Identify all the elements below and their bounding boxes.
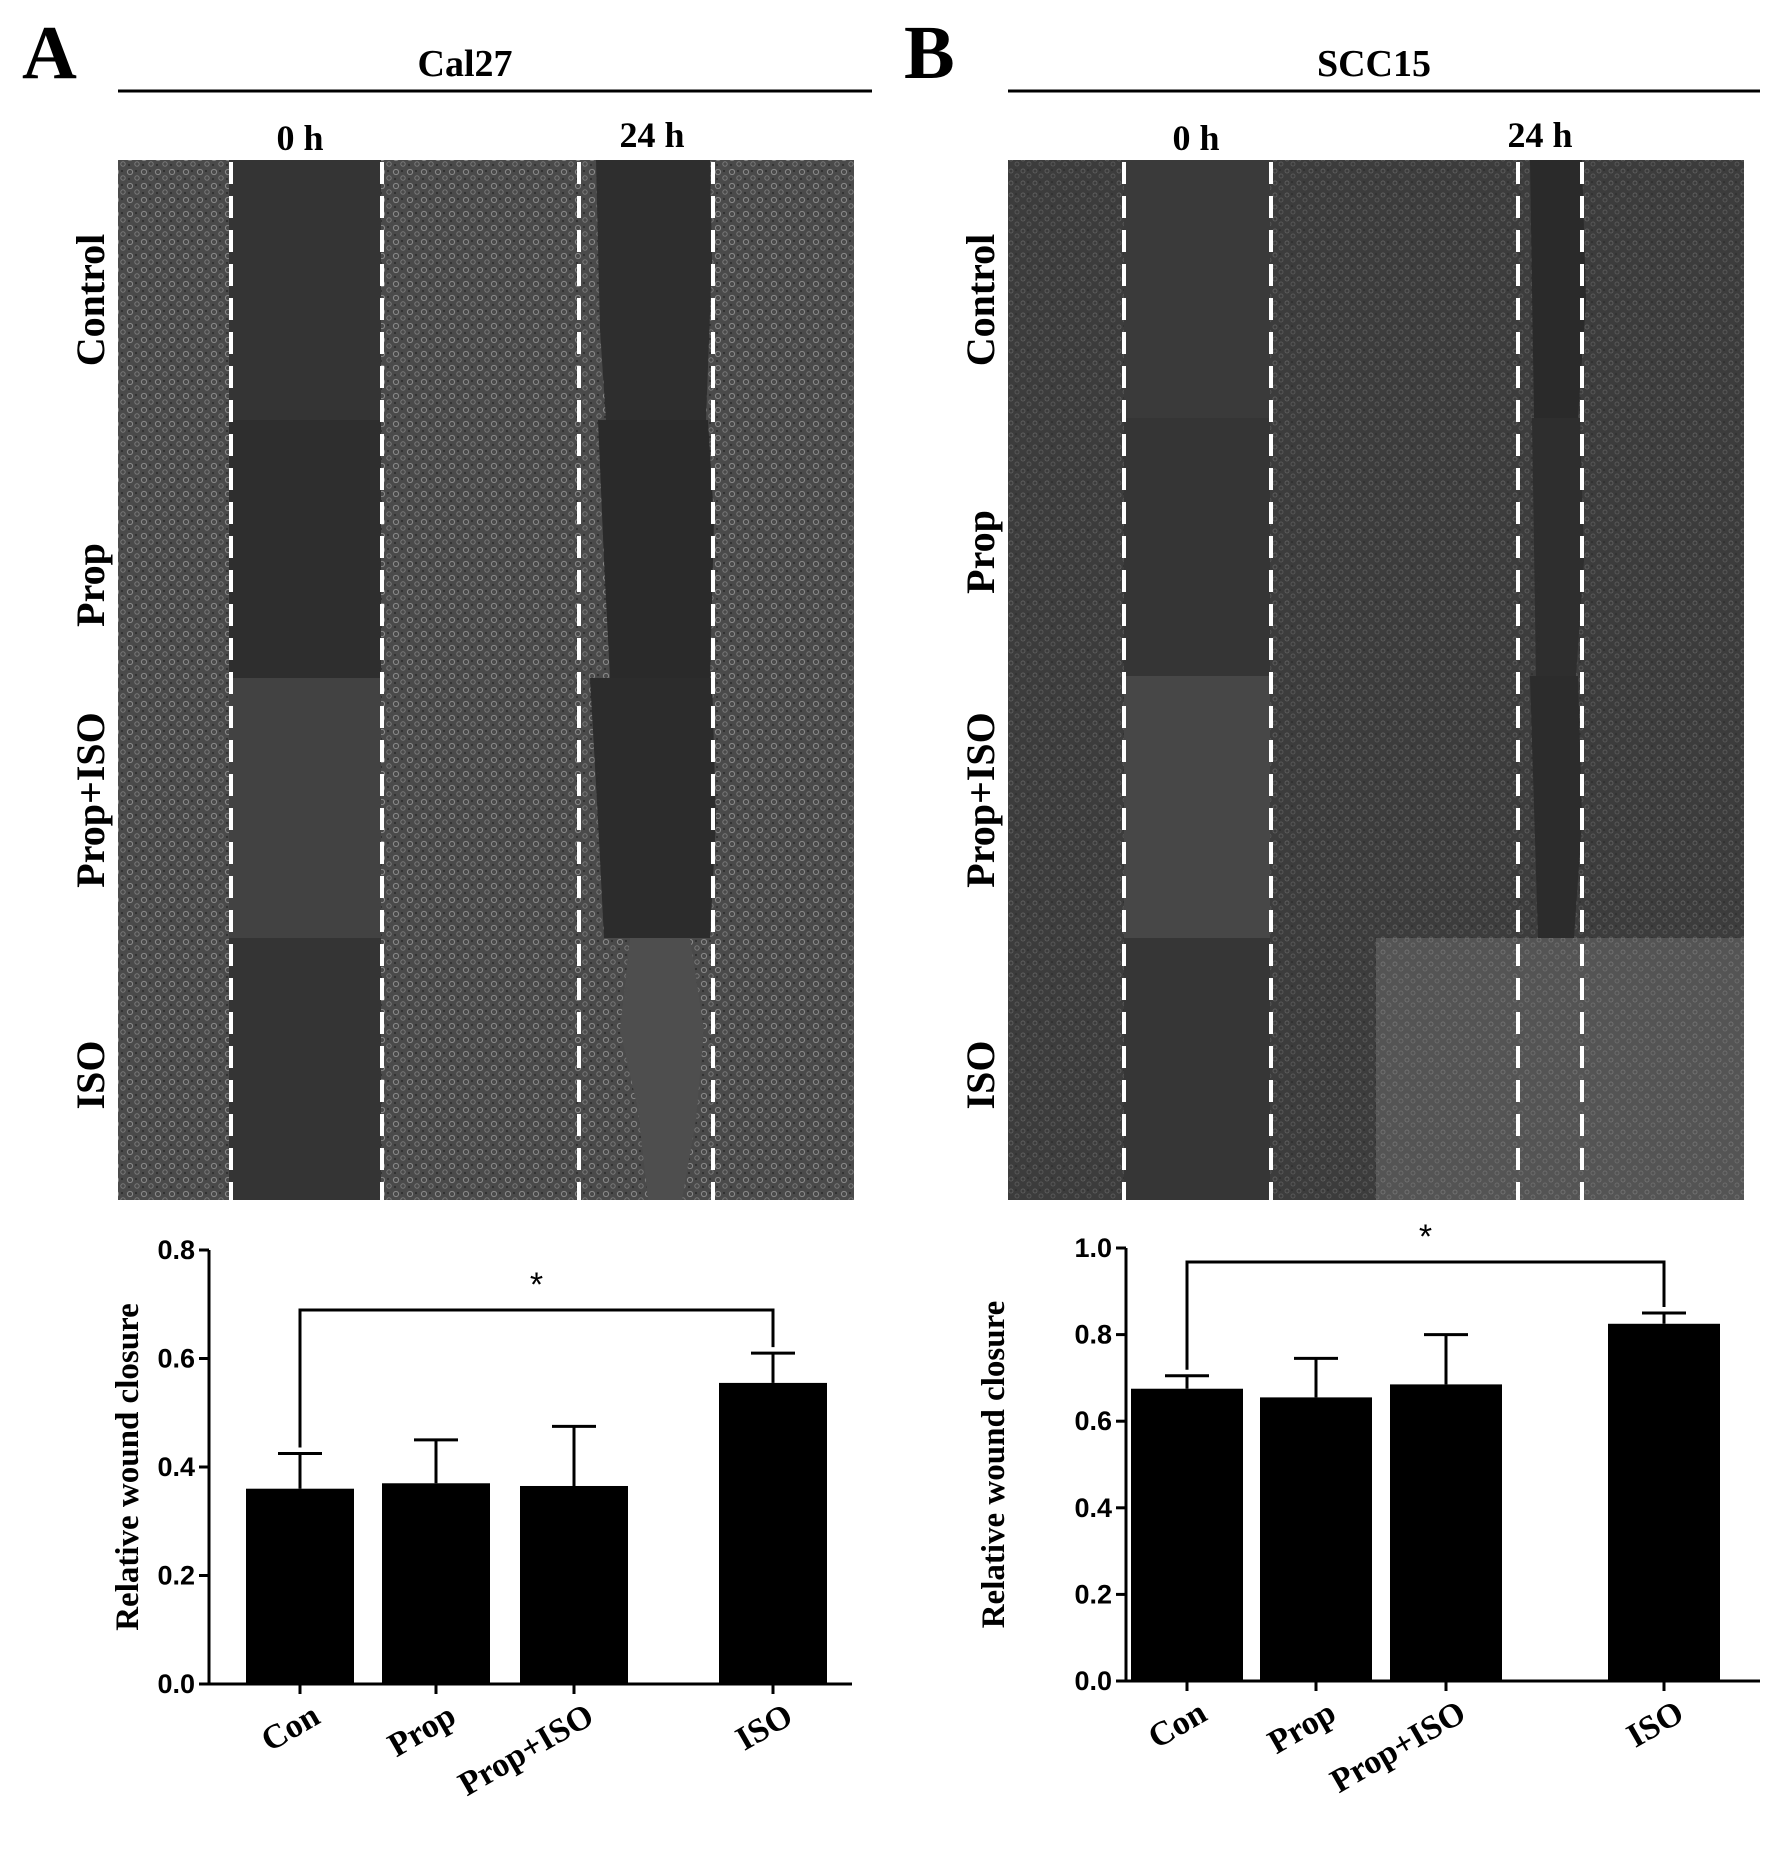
y-tick-label-1-2: 0.4 xyxy=(1074,1493,1112,1523)
x-tick-label-0-0: Con xyxy=(255,1697,326,1759)
bar-0-1 xyxy=(382,1483,490,1684)
wound-gap-a-0h-control xyxy=(229,160,381,420)
bar-chart-a: 0.0 0.2 0.4 0.6 0.8 Relative wound closure Con… xyxy=(110,1235,852,1803)
panel-a-time-24h: 24 h xyxy=(619,115,684,155)
y-tick-label-0-4: 0.8 xyxy=(157,1235,195,1265)
x-tick-label-0-3: ISO xyxy=(730,1697,799,1758)
bar-1-2 xyxy=(1390,1384,1502,1681)
y-tick-label-1-5: 1.0 xyxy=(1074,1233,1112,1263)
bar-0-0 xyxy=(246,1488,354,1684)
bar-1-3 xyxy=(1608,1323,1720,1681)
x-tick-label-1-0: Con xyxy=(1142,1694,1213,1756)
y-tick-label-1-3: 0.6 xyxy=(1074,1406,1112,1436)
wound-gap-a-24h-iso xyxy=(620,938,704,1200)
bar-1-0 xyxy=(1131,1388,1243,1681)
significance-star-1: * xyxy=(1419,1218,1432,1256)
y-axis-label-0: Relative wound closure xyxy=(110,1303,146,1631)
bar-0-3 xyxy=(719,1382,827,1684)
panel-b-row-prop: Prop xyxy=(958,510,1003,594)
panel-a-micrographs xyxy=(118,160,854,1200)
panel-a: A Cal27 0 h 24 h xyxy=(22,11,872,1200)
x-tick-label-0-2: Prop+ISO xyxy=(452,1697,600,1804)
y-tick-label-1-0: 0.0 xyxy=(1074,1666,1112,1696)
y-tick-label-0-2: 0.4 xyxy=(157,1452,195,1482)
y-tick-label-0-0: 0.0 xyxy=(157,1669,195,1699)
wound-gap-a-24h-control xyxy=(596,160,712,420)
wound-gap-b-24h-prop xyxy=(1532,418,1584,676)
panel-a-row-iso: ISO xyxy=(68,1041,113,1110)
x-tick-label-0-1: Prop xyxy=(382,1697,462,1765)
bar-0-2 xyxy=(520,1485,628,1684)
panel-a-row-propiso: Prop+ISO xyxy=(68,712,113,887)
panel-b-row-propiso: Prop+ISO xyxy=(958,712,1003,887)
y-tick-label-0-3: 0.6 xyxy=(157,1344,195,1374)
panel-b-time-24h: 24 h xyxy=(1507,115,1572,155)
wound-gap-b-0h-prop xyxy=(1124,418,1270,676)
wound-gap-a-0h-propiso xyxy=(229,678,381,938)
y-axis-label-1: Relative wound closure xyxy=(976,1301,1012,1629)
panel-b-time-0h: 0 h xyxy=(1172,118,1219,158)
micrograph-b-iso-24h xyxy=(1376,938,1744,1200)
y-tick-label-0-1: 0.2 xyxy=(157,1561,195,1591)
panel-a-row-control: Control xyxy=(68,234,113,367)
wound-edge-lines xyxy=(229,162,715,1200)
wound-gap-b-0h-propiso xyxy=(1124,676,1270,938)
wound-gap-b-0h-control xyxy=(1124,160,1270,418)
y-tick-label-1-1: 0.2 xyxy=(1074,1579,1112,1609)
wound-gap-a-24h-propiso xyxy=(590,678,716,938)
panel-a-time-0h: 0 h xyxy=(276,118,323,158)
panel-a-row-prop: Prop xyxy=(68,543,113,627)
bar-1-1 xyxy=(1260,1397,1372,1681)
significance-bracket-1 xyxy=(1185,1260,1666,1370)
panel-b-row-iso: ISO xyxy=(958,1041,1003,1110)
x-tick-label-1-2: Prop+ISO xyxy=(1324,1694,1472,1801)
panel-b-letter: B xyxy=(904,11,955,95)
significance-bracket-0 xyxy=(298,1308,775,1448)
panel-a-letter: A xyxy=(22,11,77,95)
wound-gap-a-0h-iso xyxy=(229,938,381,1200)
wound-gap-b-24h-control xyxy=(1530,160,1586,418)
x-tick-label-1-3: ISO xyxy=(1621,1694,1690,1755)
panel-b-title: SCC15 xyxy=(1317,43,1431,85)
wound-gap-b-0h-iso xyxy=(1124,938,1270,1200)
bar-chart-b: 0.0 0.2 0.4 0.6 0.8 1.0 Relative wound closure… xyxy=(976,1218,1760,1800)
wound-edge-lines-b xyxy=(1122,162,1584,1200)
wound-gap-b-24h-propiso xyxy=(1530,676,1582,938)
wound-gap-a-0h-prop xyxy=(229,420,381,678)
panel-b-row-control: Control xyxy=(958,234,1003,367)
panel-a-title: Cal27 xyxy=(418,43,513,85)
panel-b: B SCC15 0 h 24 h xyxy=(904,11,1760,1200)
panel-b-micrographs xyxy=(1008,160,1744,1200)
x-tick-label-1-1: Prop xyxy=(1262,1694,1342,1762)
wound-gap-a-24h-prop xyxy=(598,420,714,678)
significance-star-0: * xyxy=(530,1266,543,1304)
y-tick-label-1-4: 0.8 xyxy=(1074,1320,1112,1350)
